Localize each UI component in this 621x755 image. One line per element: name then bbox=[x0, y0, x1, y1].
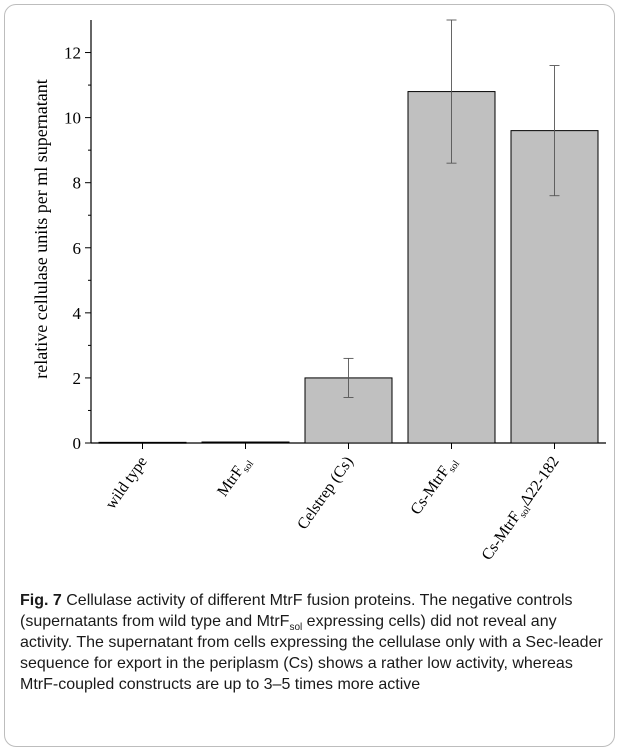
bar bbox=[201, 441, 290, 444]
x-tick-label: Celstrep (Cs) bbox=[294, 454, 357, 533]
y-tick-label: 2 bbox=[73, 369, 82, 388]
figure-label: Fig. 7 bbox=[20, 592, 62, 609]
y-tick-label: 12 bbox=[64, 44, 81, 63]
x-tick-label: wild type bbox=[102, 454, 150, 513]
y-axis-label: relative cellulase units per ml supernat… bbox=[31, 79, 51, 378]
x-tick-label: Cs-MtrFsol bbox=[408, 453, 463, 519]
caption-subscript: sol bbox=[289, 622, 303, 634]
y-tick-label: 10 bbox=[64, 109, 81, 128]
x-tick-label: Cs-MtrFsolΔ22-182 bbox=[479, 454, 566, 566]
caption-text-part2: expressing cells) did not reveal any act… bbox=[20, 613, 603, 693]
y-tick-label: 8 bbox=[73, 174, 82, 193]
y-tick-label: 4 bbox=[73, 304, 82, 323]
bar-chart: 0 2 4 6 8 10 12 wild type MtrFsol Celstrep (Cs) Cs… bbox=[31, 19, 606, 566]
y-tick-label: 0 bbox=[73, 434, 82, 453]
figure-caption: Fig. 7 Cellulase activity of different M… bbox=[20, 590, 605, 695]
y-tick-label: 6 bbox=[73, 239, 82, 258]
caption-text-part1: Cellulase activity of different MtrF fus… bbox=[20, 592, 573, 630]
x-tick-label: MtrFsol bbox=[214, 453, 256, 501]
